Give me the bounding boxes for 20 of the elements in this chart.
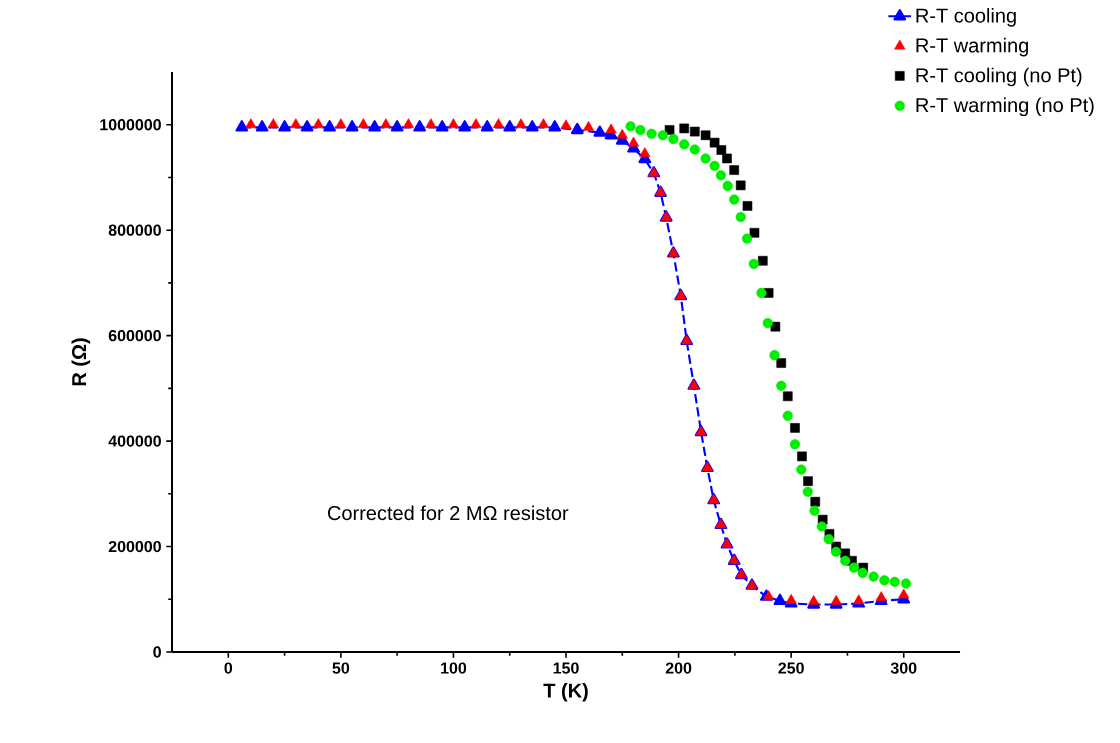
- annotation: Corrected for 2 MΩ resistor: [327, 505, 569, 521]
- legend-label: R-T cooling (no Pt): [916, 67, 1082, 87]
- y-axis-title: R (Ω): [71, 338, 91, 386]
- x-tick-label: 250: [778, 662, 804, 674]
- y-tick-label: 0: [153, 646, 161, 658]
- legend-label: R-T cooling: [916, 8, 1016, 27]
- x-tick-label: 200: [665, 662, 692, 674]
- legend-label: R-T warming (no Pt): [916, 97, 1094, 117]
- x-tick-label: 150: [553, 662, 579, 674]
- x-tick-label: 50: [332, 662, 350, 674]
- y-tick-label: 1000000: [100, 119, 161, 131]
- y-tick-label: 200000: [108, 540, 161, 553]
- x-tick-label: 100: [441, 662, 467, 674]
- legend-label: R-T warming: [916, 37, 1029, 57]
- x-axis-title: T (K): [543, 682, 588, 702]
- x-tick-label: 300: [890, 662, 917, 674]
- y-tick-label: 400000: [108, 435, 161, 447]
- y-tick-label: 800000: [108, 224, 161, 236]
- y-tick-label: 600000: [108, 329, 161, 342]
- x-tick-label: 0: [224, 662, 233, 674]
